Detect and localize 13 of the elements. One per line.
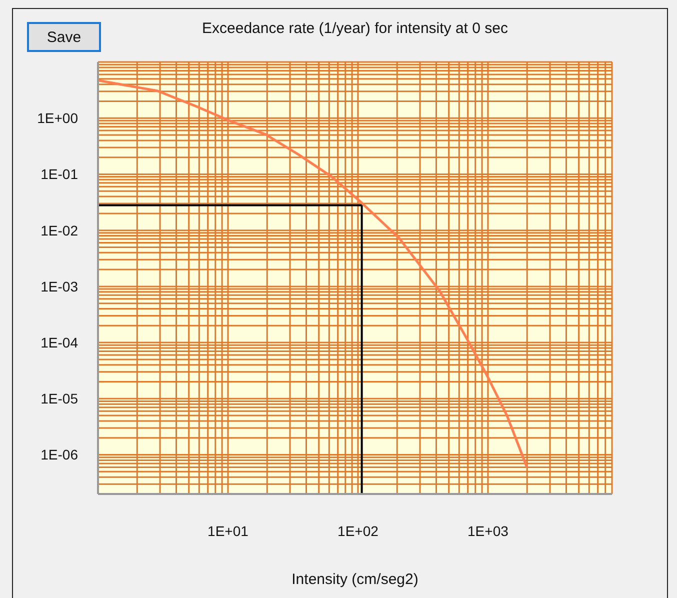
y-tick-label: 1E-05 xyxy=(40,390,78,407)
y-tick-label: 1E-04 xyxy=(40,334,78,351)
x-axis-title: Intensity (cm/seg2) xyxy=(290,571,420,588)
y-tick-label: 1E-03 xyxy=(40,278,78,294)
y-tick-label: 1E-06 xyxy=(40,446,78,463)
y-tick-label: 1E-01 xyxy=(40,166,78,182)
x-tick-label: 1E+02 xyxy=(338,522,379,539)
y-tick-label: 1E+00 xyxy=(37,110,78,126)
chart-title: Exceedance rate (1/year) for intensity at 0 sec xyxy=(201,20,509,37)
y-tick-label: 1E-02 xyxy=(40,222,78,238)
text: Save xyxy=(27,22,101,52)
x-tick-label: 1E+01 xyxy=(208,522,249,539)
x-tick-label: 1E+03 xyxy=(468,522,509,539)
